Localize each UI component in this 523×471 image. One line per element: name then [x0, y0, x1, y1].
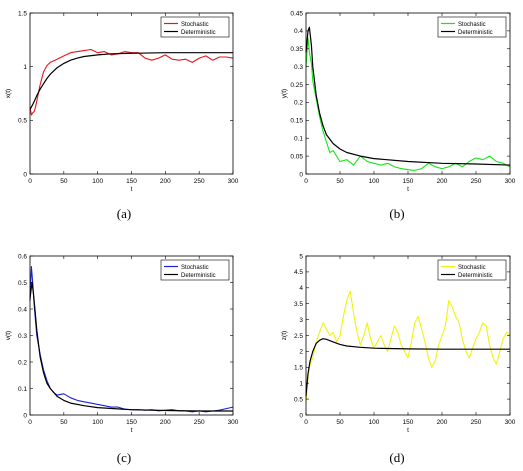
x-tick-label: 200 [160, 178, 171, 185]
x-axis-label: t [131, 427, 133, 434]
y-tick-label: 1.5 [294, 365, 303, 372]
caption-c: (c) [116, 450, 132, 465]
series-line-deterministic [305, 26, 511, 166]
y-tick-label: 0.5 [294, 396, 303, 403]
x-tick-label: 200 [160, 419, 171, 426]
y-tick-label: 2.5 [294, 333, 303, 340]
series-line-deterministic [305, 338, 510, 396]
legend-label-stochastic: Stochastic [181, 265, 209, 271]
legend-label-deterministic: Deterministic [458, 30, 493, 36]
y-tick-label: 0 [299, 171, 303, 178]
x-tick-label: 100 [369, 419, 380, 426]
x-tick-label: 250 [194, 178, 205, 185]
panel-c: 0 50 100 150 200 250 300 0 0.1 0.2 0.3 0.4 0.5 0.6 t v(… [5, 253, 239, 434]
legend-label-deterministic: Deterministic [181, 30, 216, 36]
y-axis-label: v(t) [5, 331, 12, 340]
x-tick-label: 200 [437, 419, 448, 426]
x-tick-label: 100 [92, 419, 103, 426]
y-tick-label: 0.5 [18, 280, 27, 287]
x-tick-label: 0 [304, 419, 308, 426]
y-tick-label: 5 [299, 253, 303, 260]
series-line-stochastic [305, 290, 511, 403]
legend-label-stochastic: Stochastic [181, 22, 209, 28]
y-tick-label: 0.45 [290, 10, 303, 17]
x-tick-label: 250 [471, 419, 482, 426]
panel-d: 0 50 100 150 200 250 300 0 0.5 1 1.5 2 2.5 3 3.5 4 4.5 5 t… [281, 253, 516, 434]
y-tick-label: 0 [23, 171, 27, 178]
x-tick-label: 50 [60, 419, 68, 426]
x-axis-label: t [407, 186, 409, 193]
legend-label-deterministic: Deterministic [458, 273, 493, 279]
x-axis-label: t [407, 427, 409, 434]
y-tick-label: 4 [299, 285, 303, 292]
legend-label-stochastic: Stochastic [458, 265, 486, 271]
x-tick-label: 50 [336, 178, 344, 185]
series-line-deterministic [29, 281, 233, 412]
y-tick-label: 0.1 [18, 386, 27, 393]
series-line-deterministic [29, 52, 233, 110]
y-tick-label: 1.5 [18, 10, 27, 17]
caption-a: (a) [116, 206, 132, 221]
panel-a: 0 50 100 150 200 250 300 0 0.5 1 1.5 t x(t) Stochasti… [5, 10, 239, 193]
y-tick-label: 0.2 [18, 359, 27, 366]
x-tick-label: 250 [194, 419, 205, 426]
x-tick-label: 50 [336, 419, 344, 426]
y-tick-label: 0.4 [294, 28, 303, 35]
series-line-stochastic [305, 37, 511, 171]
x-tick-label: 300 [505, 419, 516, 426]
y-tick-label: 0.25 [290, 82, 303, 89]
x-axis-label: t [131, 186, 133, 193]
x-tick-label: 150 [126, 419, 137, 426]
y-axis-label: x(t) [5, 89, 12, 98]
y-tick-label: 0 [23, 412, 27, 419]
x-tick-label: 150 [403, 178, 414, 185]
y-tick-label: 0.3 [294, 64, 303, 71]
caption-b: (b) [389, 206, 405, 221]
x-tick-label: 300 [228, 419, 239, 426]
x-tick-label: 0 [28, 178, 32, 185]
x-tick-label: 100 [92, 178, 103, 185]
caption-d: (d) [389, 450, 405, 465]
y-tick-label: 0.2 [294, 100, 303, 107]
x-tick-label: 50 [60, 178, 68, 185]
series-line-stochastic [29, 48, 234, 116]
x-tick-label: 300 [228, 178, 239, 185]
y-tick-label: 0.6 [18, 253, 27, 260]
x-tick-label: 0 [28, 419, 32, 426]
y-tick-label: 4.5 [294, 269, 303, 276]
y-axis-label: z(t) [281, 331, 288, 340]
x-tick-label: 100 [369, 178, 380, 185]
y-tick-label: 3.5 [294, 301, 303, 308]
x-tick-label: 150 [403, 419, 414, 426]
y-tick-label: 0.15 [290, 118, 303, 125]
x-tick-label: 300 [505, 178, 516, 185]
x-tick-label: 0 [304, 178, 308, 185]
y-axis-label: y(t) [281, 89, 288, 98]
y-tick-label: 0.05 [290, 153, 303, 160]
series-line-stochastic [29, 266, 234, 413]
y-tick-label: 0.1 [294, 136, 303, 143]
legend-label-stochastic: Stochastic [458, 22, 486, 28]
y-tick-label: 0.35 [290, 46, 303, 53]
y-tick-label: 1 [299, 381, 303, 388]
y-tick-label: 1 [23, 64, 27, 71]
x-tick-label: 200 [437, 178, 448, 185]
y-tick-label: 0 [299, 412, 303, 419]
y-tick-label: 0.4 [18, 306, 27, 313]
legend-label-deterministic: Deterministic [181, 273, 216, 279]
y-tick-label: 0.3 [18, 333, 27, 340]
y-tick-label: 0.5 [18, 118, 27, 125]
panel-b: 0 50 100 150 200 250 300 0 0.05 0.1 0.15 0.2 0.25 0.3… [281, 10, 516, 193]
x-tick-label: 150 [126, 178, 137, 185]
y-tick-label: 3 [299, 317, 303, 324]
x-tick-label: 250 [471, 178, 482, 185]
y-tick-label: 2 [299, 349, 303, 356]
